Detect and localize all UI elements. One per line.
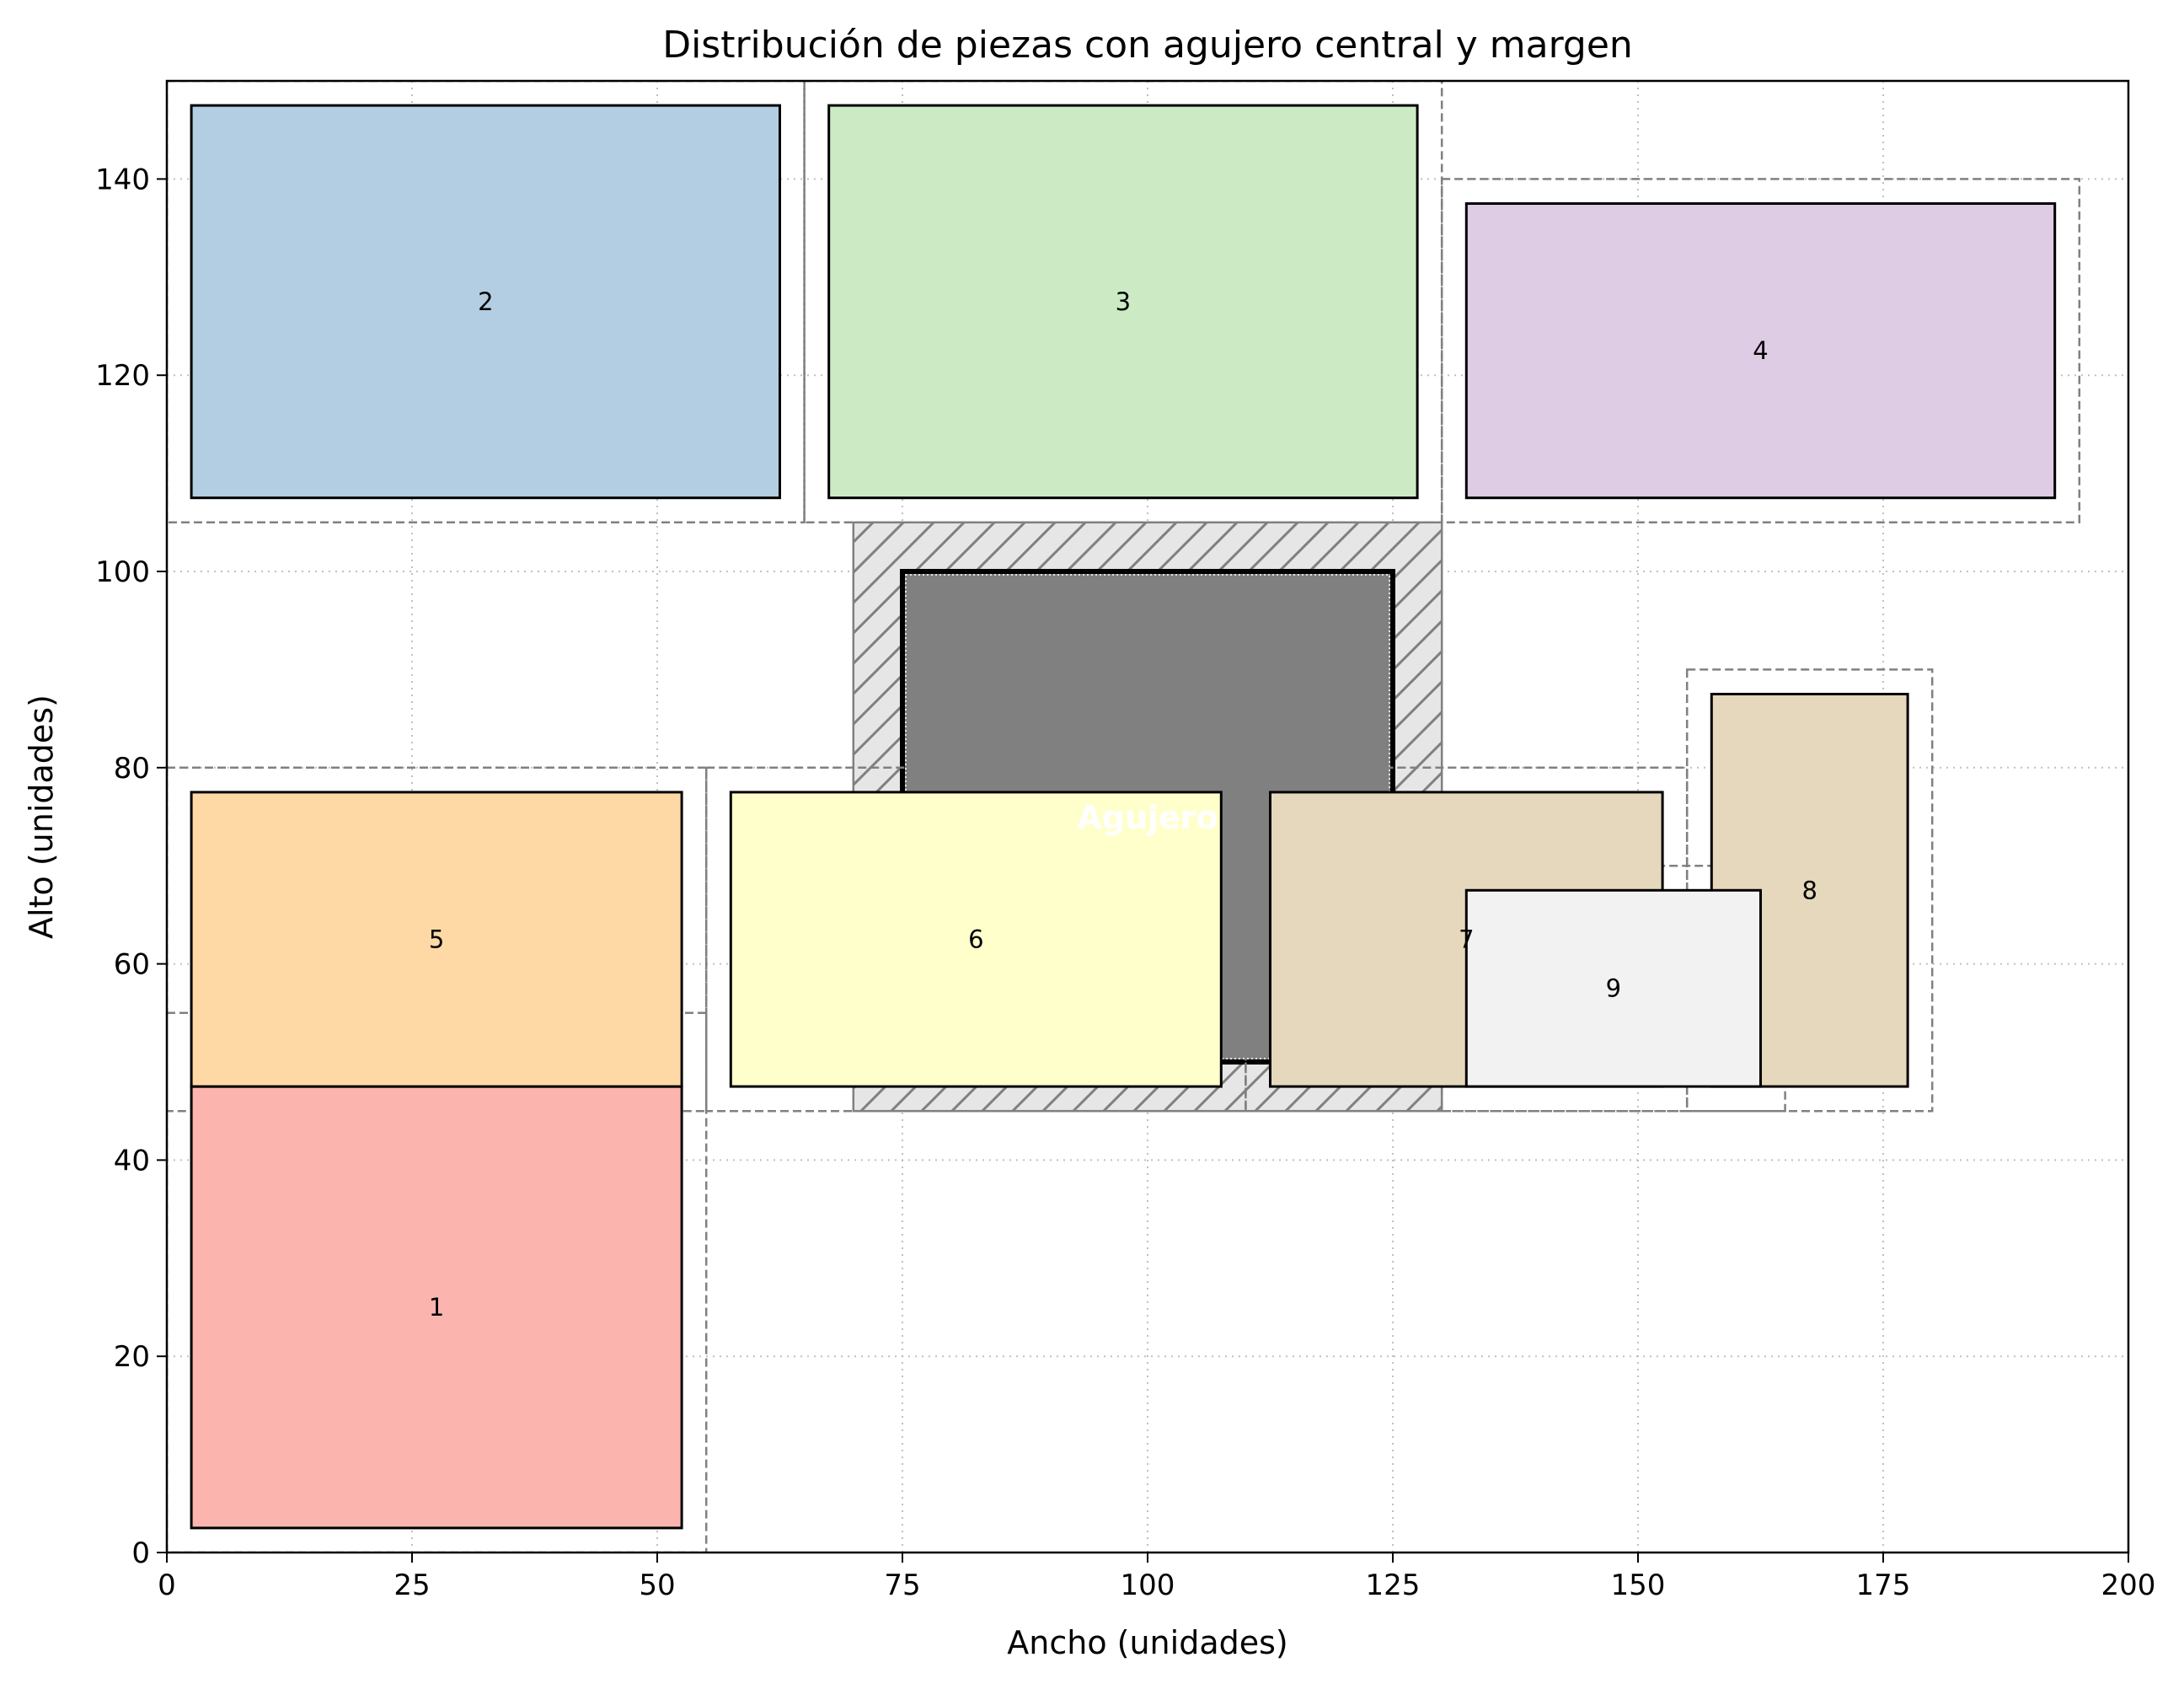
x-tick-label: 0 (158, 1569, 176, 1602)
piece-label-9: 9 (1606, 974, 1621, 1003)
piece-2 (190, 104, 782, 500)
piece-label-8: 8 (1801, 876, 1817, 904)
piece-label-6: 6 (968, 925, 983, 954)
margin-3 (803, 81, 1443, 524)
margin-4 (1440, 178, 2081, 524)
y-tick-label: 0 (131, 1537, 150, 1570)
hole-label: Agujero (1077, 799, 1218, 836)
piece-4 (1464, 202, 2057, 500)
piece-layer (190, 104, 2057, 1530)
label-layer: Agujero 1 2 3 4 5 6 7 8 9 (429, 287, 1817, 1322)
y-tick-label: 40 (114, 1144, 150, 1177)
y-tick-label: 120 (95, 359, 150, 393)
y-tick-label: 80 (114, 752, 150, 786)
piece-label-2: 2 (478, 287, 493, 316)
x-tick-label: 175 (1856, 1569, 1911, 1602)
y-tick-label: 140 (95, 163, 150, 196)
piece-6 (729, 791, 1223, 1088)
x-axis-label: Ancho (unidades) (1007, 1624, 1287, 1661)
x-tick-label: 200 (2101, 1569, 2156, 1602)
piece-1 (190, 1085, 683, 1530)
x-tick-label: 125 (1366, 1569, 1421, 1602)
piece-label-5: 5 (429, 925, 444, 954)
piece-3 (827, 104, 1419, 500)
piece-label-3: 3 (1116, 287, 1131, 316)
x-tick-label: 25 (393, 1569, 430, 1602)
piece-label-1: 1 (429, 1293, 444, 1322)
y-tick-label: 100 (95, 555, 150, 589)
piece-9 (1464, 888, 1763, 1088)
y-axis-label: Alto (unidades) (23, 695, 60, 939)
margin-2 (167, 81, 806, 524)
x-tick-label: 50 (639, 1569, 675, 1602)
x-tick-label: 75 (884, 1569, 920, 1602)
chart-title: Distribución de piezas con agujero centr… (662, 24, 1633, 67)
piece-5 (190, 791, 683, 1088)
piece-label-4: 4 (1753, 336, 1768, 365)
x-tick-label: 100 (1121, 1569, 1175, 1602)
y-tick-label: 20 (114, 1340, 150, 1374)
y-tick-label: 60 (114, 948, 150, 982)
piece-label-7: 7 (1459, 925, 1474, 954)
x-tick-label: 150 (1611, 1569, 1666, 1602)
